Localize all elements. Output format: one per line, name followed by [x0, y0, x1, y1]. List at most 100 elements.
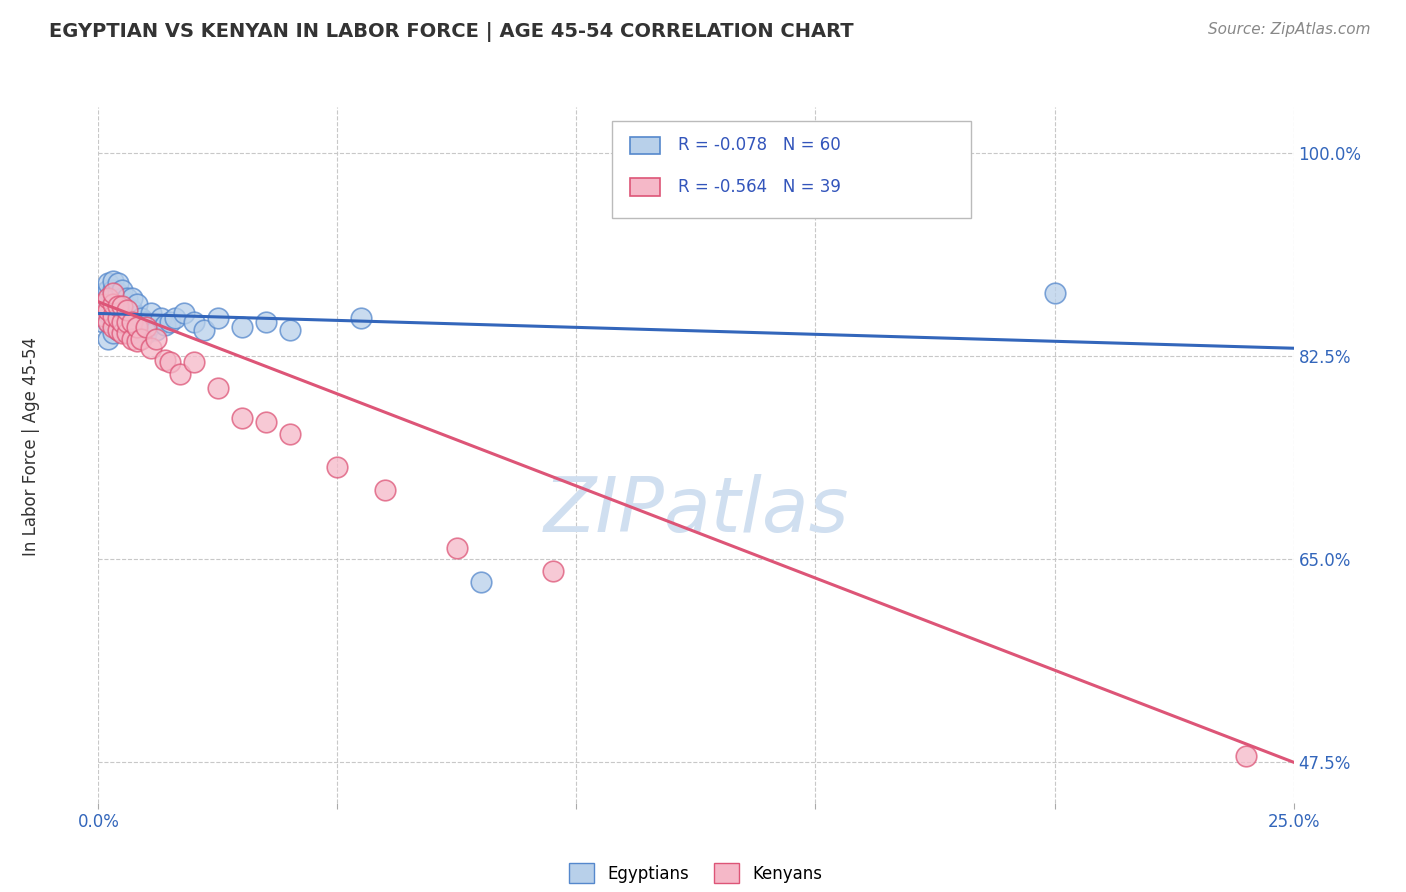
Point	[541, 564, 564, 578]
Point	[107, 311, 129, 326]
Point	[107, 303, 129, 318]
Point	[97, 315, 120, 329]
Point	[111, 300, 134, 314]
Point	[101, 283, 124, 297]
Point	[159, 315, 181, 329]
Point	[155, 352, 177, 367]
Point	[278, 323, 301, 337]
Point	[350, 311, 373, 326]
Point	[207, 381, 229, 395]
Point	[97, 332, 120, 346]
Point	[91, 297, 114, 311]
Point	[101, 326, 124, 341]
Point	[111, 300, 134, 314]
Text: EGYPTIAN VS KENYAN IN LABOR FORCE | AGE 45-54 CORRELATION CHART: EGYPTIAN VS KENYAN IN LABOR FORCE | AGE …	[49, 22, 853, 42]
Point	[135, 320, 157, 334]
Point	[149, 311, 172, 326]
Point	[97, 315, 120, 329]
Point	[107, 311, 129, 326]
Point	[97, 306, 120, 320]
Point	[121, 291, 143, 305]
Point	[131, 332, 153, 346]
Point	[111, 291, 134, 305]
Point	[139, 306, 162, 320]
Point	[115, 315, 138, 329]
Point	[374, 483, 396, 497]
Point	[97, 297, 120, 311]
Point	[121, 326, 143, 341]
Point	[101, 309, 124, 323]
Point	[326, 459, 349, 474]
Point	[125, 297, 148, 311]
Point	[159, 355, 181, 369]
FancyBboxPatch shape	[630, 178, 661, 195]
Point	[131, 323, 153, 337]
Point	[97, 291, 120, 305]
Point	[121, 303, 143, 318]
Point	[107, 323, 129, 337]
Point	[135, 315, 157, 329]
Point	[163, 311, 186, 326]
Point	[125, 320, 148, 334]
Point	[91, 297, 114, 311]
Point	[139, 341, 162, 355]
Point	[207, 311, 229, 326]
Point	[111, 315, 134, 329]
Point	[101, 274, 124, 288]
Point	[121, 332, 143, 346]
Point	[121, 315, 143, 329]
Point	[111, 309, 134, 323]
Text: In Labor Force | Age 45-54: In Labor Force | Age 45-54	[22, 336, 39, 556]
Point	[91, 285, 114, 300]
Point	[115, 323, 138, 337]
Text: R = -0.564   N = 39: R = -0.564 N = 39	[678, 178, 841, 196]
Point	[97, 283, 120, 297]
Point	[254, 315, 277, 329]
Point	[97, 291, 120, 305]
Point	[155, 318, 177, 332]
Point	[101, 306, 124, 320]
Point	[125, 320, 148, 334]
Point	[125, 309, 148, 323]
Point	[145, 323, 167, 337]
Point	[231, 320, 253, 334]
Point	[101, 315, 124, 329]
Point	[169, 367, 191, 381]
Point	[173, 306, 195, 320]
Point	[446, 541, 468, 555]
Point	[131, 311, 153, 326]
Text: ZIPatlas: ZIPatlas	[543, 474, 849, 548]
FancyBboxPatch shape	[612, 121, 970, 219]
Point	[115, 303, 138, 318]
Point	[107, 300, 129, 314]
Point	[254, 416, 277, 430]
Point	[1043, 285, 1066, 300]
Point	[278, 427, 301, 442]
Point	[470, 575, 492, 590]
Point	[183, 355, 205, 369]
Point	[115, 311, 138, 326]
Point	[183, 315, 205, 329]
Point	[91, 315, 114, 329]
Point	[107, 285, 129, 300]
Point	[107, 323, 129, 337]
FancyBboxPatch shape	[630, 136, 661, 154]
Point	[101, 320, 124, 334]
Text: Source: ZipAtlas.com: Source: ZipAtlas.com	[1208, 22, 1371, 37]
Point	[1234, 749, 1257, 764]
Point	[193, 323, 215, 337]
Point	[101, 291, 124, 305]
Point	[125, 334, 148, 349]
Legend: Egyptians, Kenyans: Egyptians, Kenyans	[562, 856, 830, 890]
Point	[111, 320, 134, 334]
Point	[121, 315, 143, 329]
Point	[115, 291, 138, 305]
Point	[135, 326, 157, 341]
Point	[115, 326, 138, 341]
Point	[101, 297, 124, 311]
Point	[107, 294, 129, 309]
Point	[231, 410, 253, 425]
Point	[91, 309, 114, 323]
Text: R = -0.078   N = 60: R = -0.078 N = 60	[678, 136, 841, 154]
Point	[111, 283, 134, 297]
